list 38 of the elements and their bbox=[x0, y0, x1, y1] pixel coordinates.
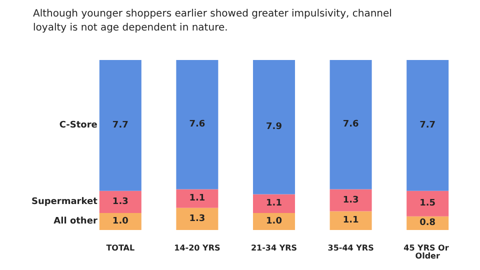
bar bbox=[99, 213, 142, 230]
series-label: All other bbox=[54, 216, 98, 226]
bar bbox=[406, 60, 449, 191]
chart-title: Although younger shoppers earlier showed greater impulsivity, channel loyalty is not age dependent in nature. bbox=[33, 8, 392, 34]
x-tick-label: 14-20 YRS bbox=[174, 244, 220, 252]
bar bbox=[330, 189, 372, 212]
data-label: 1.3 bbox=[112, 196, 128, 207]
bar bbox=[176, 208, 218, 230]
x-tick-label: TOTAL bbox=[106, 244, 135, 252]
data-label: 1.3 bbox=[342, 195, 359, 206]
data-label: 7.7 bbox=[420, 120, 436, 130]
x-tick-label: 35-44 YRS bbox=[328, 244, 374, 252]
x-tick-label: 21-34 YRS bbox=[250, 244, 298, 252]
x-tick-label: 45 YRS Or Older bbox=[404, 244, 452, 260]
bar bbox=[99, 190, 142, 213]
data-label: 1.3 bbox=[189, 214, 206, 224]
data-label: 1.1 bbox=[342, 216, 359, 226]
data-label: 1.0 bbox=[112, 216, 128, 226]
data-label: 1.1 bbox=[266, 198, 282, 209]
bar bbox=[406, 190, 449, 216]
bar bbox=[330, 60, 372, 190]
data-label: 1.5 bbox=[420, 198, 436, 209]
series-label: C-Store bbox=[59, 120, 98, 130]
bar bbox=[253, 60, 295, 194]
bar bbox=[330, 211, 372, 230]
data-label: 1.0 bbox=[266, 216, 282, 226]
bar bbox=[176, 189, 218, 208]
data-label: 1.1 bbox=[189, 194, 206, 204]
bar bbox=[253, 194, 295, 213]
series-label: Supermarket bbox=[31, 196, 98, 207]
bar bbox=[176, 60, 218, 190]
data-label: 0.8 bbox=[420, 218, 436, 228]
data-label: 7.9 bbox=[266, 122, 282, 132]
bar bbox=[253, 213, 295, 230]
data-label: 7.7 bbox=[112, 120, 128, 130]
data-label: 7.6 bbox=[189, 120, 206, 130]
data-label: 7.6 bbox=[342, 120, 359, 130]
bar bbox=[99, 60, 142, 191]
